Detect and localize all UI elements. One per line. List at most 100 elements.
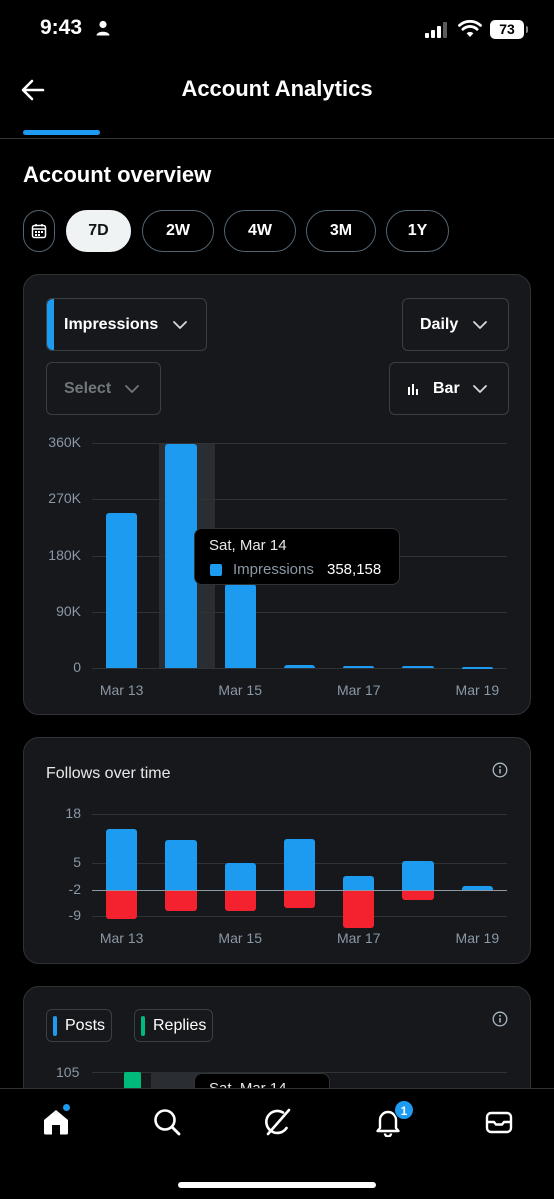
follows-bar-gained — [461, 885, 493, 890]
y-tick-label: 5 — [73, 854, 81, 871]
messages-icon[interactable] — [484, 1107, 514, 1137]
gridline — [92, 889, 507, 891]
gridline — [92, 814, 507, 815]
follows-chart[interactable]: 18 5 -2 -9 Mar 13 Mar 15 Mar 17 Mar 19 — [24, 738, 532, 965]
app-header: Account Analytics — [0, 60, 554, 138]
back-arrow-icon[interactable] — [20, 77, 46, 103]
interval-dropdown[interactable]: Daily — [402, 298, 509, 351]
chevron-down-icon — [473, 321, 487, 329]
posts-gridline — [92, 1072, 507, 1073]
y-tick-label: -2 — [68, 880, 81, 897]
follows-bar-gained — [106, 829, 138, 890]
impressions-chart[interactable]: 360K 270K 180K 90K 0 Mar 13 Mar 15 Mar 17 Mar 19 — [24, 275, 532, 716]
impressions-bar — [283, 664, 316, 668]
follows-bar-lost — [283, 890, 316, 908]
follows-bar-lost — [343, 890, 375, 929]
legend-replies-label: Replies — [153, 1016, 207, 1034]
y-tick-label: 270K — [48, 490, 81, 507]
home-icon[interactable] — [41, 1107, 71, 1137]
bar-chart-icon — [408, 384, 418, 395]
x-tick-label: Mar 19 — [455, 682, 500, 698]
gridline — [92, 499, 507, 501]
x-tick-label: Mar 19 — [455, 930, 500, 946]
impressions-bar — [343, 666, 375, 669]
header-divider — [0, 138, 554, 139]
gridline — [92, 668, 507, 669]
follows-bar-gained — [402, 861, 434, 890]
y-tick-label: 360K — [48, 434, 81, 450]
info-icon[interactable] — [492, 1011, 508, 1027]
range-7d-button[interactable]: 7D — [66, 210, 131, 252]
chevron-down-icon — [173, 321, 187, 329]
y-tick-label: 18 — [65, 805, 81, 821]
calendar-button[interactable] — [23, 210, 55, 252]
chart-type-dropdown[interactable]: Bar — [389, 362, 509, 415]
range-1y-button[interactable]: 1Y — [386, 210, 449, 252]
impressions-bar — [461, 666, 493, 669]
battery-indicator: 73 — [490, 20, 528, 39]
chart-type-dropdown-label: Bar — [433, 379, 460, 397]
chevron-down-icon — [473, 385, 487, 393]
tooltip-date: Sat, Mar 14 — [209, 537, 287, 554]
range-2w-button[interactable]: 2W — [142, 210, 214, 252]
y-tick-label: 90K — [56, 602, 81, 619]
tooltip-swatch — [210, 564, 222, 576]
follows-bar-lost — [165, 890, 197, 912]
follows-bar-lost — [402, 890, 434, 900]
range-3m-button[interactable]: 3M — [306, 210, 376, 252]
gridline — [92, 443, 507, 444]
search-icon[interactable] — [152, 1107, 182, 1137]
section-title: Account overview — [23, 162, 212, 187]
status-time: 9:43 — [40, 16, 83, 39]
bottom-nav: 1 — [0, 1088, 554, 1199]
page-title: Account Analytics — [181, 76, 373, 101]
gridline — [92, 916, 507, 917]
calendar-icon — [31, 224, 47, 239]
compare-dropdown-placeholder: Select — [64, 379, 112, 397]
x-tick-label: Mar 13 — [99, 682, 144, 698]
impressions-card: Impressions Daily Select Bar 360K 270K 180… — [23, 274, 531, 715]
home-indicator — [178, 1182, 376, 1188]
signal-icon — [425, 22, 447, 38]
metric-color-bar — [47, 299, 54, 350]
tooltip-series-name: Impressions — [233, 561, 314, 578]
grok-icon[interactable] — [262, 1107, 292, 1137]
impressions-bar — [106, 513, 138, 668]
posts-y-tick: 105 — [56, 1064, 80, 1080]
person-icon — [96, 20, 110, 36]
follows-bar-gained — [343, 876, 375, 890]
follows-bar-gained — [283, 838, 316, 890]
notifications-bell-icon[interactable] — [373, 1107, 403, 1137]
info-icon[interactable] — [492, 762, 508, 778]
follows-bar-gained — [224, 863, 256, 890]
legend-replies[interactable]: Replies — [134, 1009, 213, 1042]
posts-bar-replies — [124, 1072, 141, 1092]
status-bar: 9:43 73 — [0, 0, 554, 60]
x-tick-label: Mar 17 — [336, 682, 381, 698]
tab-indicator — [23, 130, 100, 135]
metric-dropdown-label: Impressions — [64, 315, 159, 333]
impressions-bar — [402, 666, 434, 669]
range-4w-button[interactable]: 4W — [224, 210, 296, 252]
x-tick-label: Mar 15 — [218, 682, 262, 698]
y-tick-label: 0 — [73, 659, 81, 675]
follows-card: Follows over time 18 5 -2 -9 Mar 13 Mar 15 Mar… — [23, 737, 531, 964]
tooltip-value: 358,158 — [327, 561, 382, 578]
x-tick-label: Mar 13 — [99, 930, 144, 946]
follows-bar-gained — [165, 840, 197, 890]
chevron-down-icon — [125, 385, 139, 393]
gridline — [92, 611, 507, 613]
legend-swatch-replies — [141, 1015, 145, 1036]
follows-bar-lost — [224, 890, 256, 912]
follows-title: Follows over time — [46, 765, 171, 782]
x-tick-label: Mar 15 — [218, 930, 262, 946]
legend-swatch-posts — [53, 1015, 57, 1036]
interval-dropdown-label: Daily — [420, 315, 459, 333]
legend-posts-label: Posts — [65, 1016, 106, 1034]
metric-dropdown[interactable]: Impressions — [46, 298, 207, 351]
notification-badge: 1 — [394, 1100, 414, 1120]
impressions-tooltip: Sat, Mar 14 Impressions 358,158 — [194, 528, 400, 585]
legend-posts[interactable]: Posts — [46, 1009, 112, 1042]
home-notification-dot — [63, 1104, 70, 1111]
compare-dropdown[interactable]: Select — [46, 362, 161, 415]
